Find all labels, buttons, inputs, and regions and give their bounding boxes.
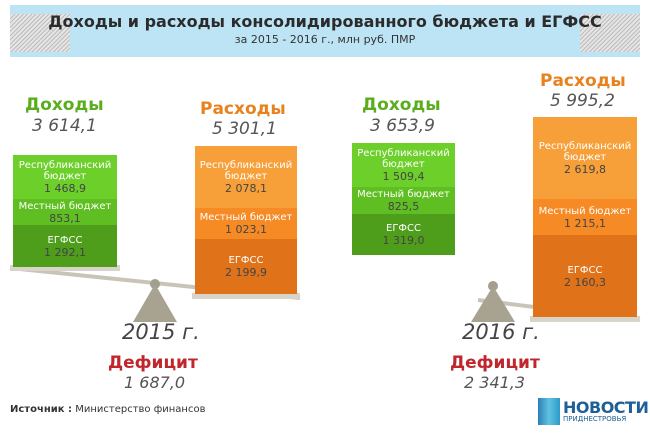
income-total-2015: 3 614,1 — [32, 116, 97, 136]
plate-expenses-2016 — [530, 316, 640, 322]
income-stack-2015: Республиканский бюджет 1 468,9 Местный бю… — [13, 155, 117, 267]
segment-egfss: ЕГФСС 1 292,1 — [13, 225, 117, 267]
plate-expenses-2015 — [192, 293, 300, 299]
segment-republican: Республиканский бюджет 2 619,8 — [533, 117, 637, 199]
segment-local: Местный бюджет 1 023,1 — [195, 208, 297, 239]
income-label-2016: Доходы — [362, 95, 441, 115]
deficit-label-2015: Дефицит — [108, 353, 198, 373]
expenses-total-2015: 5 301,1 — [212, 119, 277, 139]
segment-republican: Республиканский бюджет 1 468,9 — [13, 155, 117, 199]
logo-icon — [538, 398, 560, 425]
income-total-2016: 3 653,9 — [370, 116, 435, 136]
fulcrum-2015 — [133, 284, 177, 322]
segment-local: Местный бюджет 853,1 — [13, 199, 117, 225]
source-note: Источник : Министерство финансов — [10, 404, 206, 415]
fulcrum-2016 — [471, 286, 515, 322]
chart-title: Доходы и расходы консолидированного бюдж… — [48, 12, 602, 31]
year-2015: 2015 г. — [122, 320, 200, 344]
deficit-value-2015: 1 687,0 — [124, 373, 186, 392]
expenses-stack-2015: Республиканский бюджет 2 078,1 Местный бю… — [195, 146, 297, 294]
income-stack-2016: Республиканский бюджет 1 509,4 Местный бю… — [352, 143, 455, 255]
deficit-value-2016: 2 341,3 — [464, 373, 526, 392]
logo: НОВОСТИ ПРИДНЕСТРОВЬЯ — [538, 398, 649, 425]
segment-local: Местный бюджет 825,5 — [352, 187, 455, 214]
plate-income-2015 — [10, 265, 120, 271]
segment-egfss: ЕГФСС 1 319,0 — [352, 214, 455, 255]
expenses-label-2016: Расходы — [540, 71, 626, 91]
expenses-label-2015: Расходы — [200, 99, 286, 119]
segment-local: Местный бюджет 1 215,1 — [533, 199, 637, 235]
year-2016: 2016 г. — [462, 320, 540, 344]
segment-egfss: ЕГФСС 2 160,3 — [533, 235, 637, 317]
income-label-2015: Доходы — [25, 95, 104, 115]
expenses-total-2016: 5 995,2 — [550, 91, 615, 111]
deficit-label-2016: Дефицит — [450, 353, 540, 373]
chart-subtitle: за 2015 - 2016 г., млн руб. ПМР — [234, 33, 416, 46]
expenses-stack-2016: Республиканский бюджет 2 619,8 Местный бю… — [533, 117, 637, 317]
segment-republican: Республиканский бюджет 2 078,1 — [195, 146, 297, 208]
segment-republican: Республиканский бюджет 1 509,4 — [352, 143, 455, 187]
title-banner — [10, 5, 640, 57]
segment-egfss: ЕГФСС 2 199,9 — [195, 239, 297, 294]
